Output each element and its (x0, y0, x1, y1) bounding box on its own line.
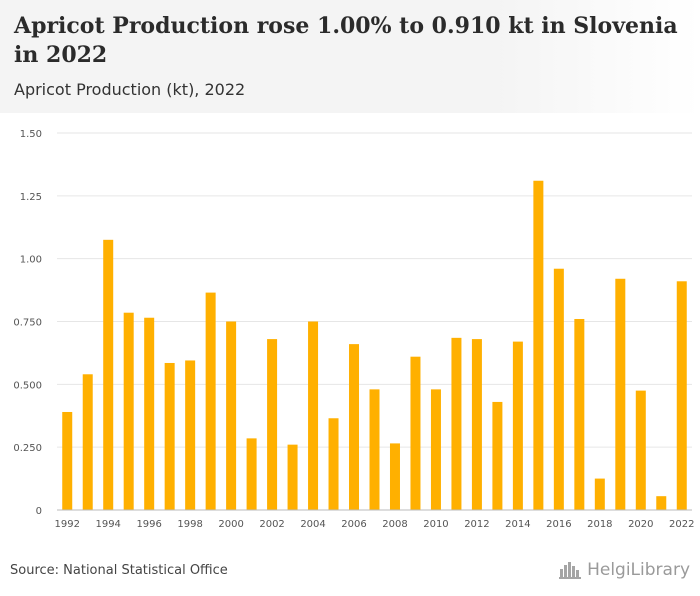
bar-2003 (287, 444, 298, 510)
y-tick-label: 1.25 (20, 192, 42, 203)
bar-1994 (103, 239, 114, 510)
x-axis-ticks: 1992 1994 1996 1998 2000 2002 2004 2006 2008 2010… (55, 519, 695, 530)
bar-2005 (328, 418, 339, 510)
x-tick-label: 2010 (423, 519, 448, 530)
y-tick-label: 1.00 (20, 255, 42, 266)
bars (62, 180, 687, 510)
bar-2015 (533, 180, 544, 510)
bar-2017 (574, 318, 585, 510)
bar-2014 (512, 341, 523, 510)
city-skyline-icon (559, 562, 582, 579)
header: Apricot Production rose 1.00% to 0.910 k… (0, 0, 700, 113)
bar-1999 (205, 292, 216, 510)
x-tick-label: 2022 (669, 519, 694, 530)
bar-2018 (594, 478, 605, 510)
bar-2000 (226, 321, 237, 510)
bar-2009 (410, 356, 421, 510)
x-tick-label: 2008 (382, 519, 407, 530)
bar-1996 (144, 317, 155, 510)
bar-2020 (635, 390, 646, 510)
bar-1995 (123, 312, 134, 510)
y-tick-label: 0.750 (13, 318, 42, 329)
x-tick-label: 2006 (341, 519, 366, 530)
x-tick-label: 2002 (259, 519, 284, 530)
bar-2013 (492, 401, 503, 510)
x-tick-label: 2000 (218, 519, 243, 530)
bar-1997 (164, 362, 175, 510)
grid-lines (57, 132, 692, 448)
bar-2002 (267, 339, 278, 510)
bar-2019 (615, 278, 626, 510)
x-tick-label: 1996 (136, 519, 161, 530)
logo-text: HelgiLibrary (587, 560, 690, 580)
bar-2012 (471, 339, 482, 510)
chart-subtitle: Apricot Production (kt), 2022 (14, 80, 246, 99)
x-tick-label: 2018 (587, 519, 612, 530)
x-tick-label: 2004 (300, 519, 325, 530)
page-title: Apricot Production rose 1.00% to 0.910 k… (14, 13, 678, 68)
bar-2011 (451, 337, 462, 510)
bar-1998 (185, 360, 196, 510)
bar-2004 (308, 321, 319, 510)
bar-1993 (82, 374, 93, 510)
x-tick-label: 2020 (628, 519, 653, 530)
x-tick-label: 2012 (464, 519, 489, 530)
source-note: Source: National Statistical Office (10, 563, 228, 578)
bar-1992 (62, 411, 73, 510)
x-tick-label: 1992 (55, 519, 80, 530)
x-tick-label: 2014 (505, 519, 530, 530)
bar-2008 (389, 443, 400, 510)
x-tick-label: 2016 (546, 519, 571, 530)
y-tick-label: 1.50 (20, 129, 42, 140)
y-axis-ticks: 0 0.250 0.500 0.750 1.00 1.25 1.50 (13, 129, 42, 517)
bar-2006 (349, 344, 360, 510)
bar-2022 (676, 281, 687, 510)
bar-2007 (369, 389, 380, 510)
y-tick-label: 0.500 (13, 380, 42, 391)
y-tick-label: 0 (36, 506, 42, 517)
helgilibrary-logo[interactable]: HelgiLibrary (559, 560, 690, 580)
y-tick-label: 0.250 (13, 443, 42, 454)
bar-2021 (656, 496, 667, 510)
bar-2016 (553, 268, 564, 510)
bar-2001 (246, 438, 257, 510)
bar-2010 (430, 389, 441, 510)
x-tick-label: 1998 (177, 519, 202, 530)
x-tick-label: 1994 (95, 519, 120, 530)
